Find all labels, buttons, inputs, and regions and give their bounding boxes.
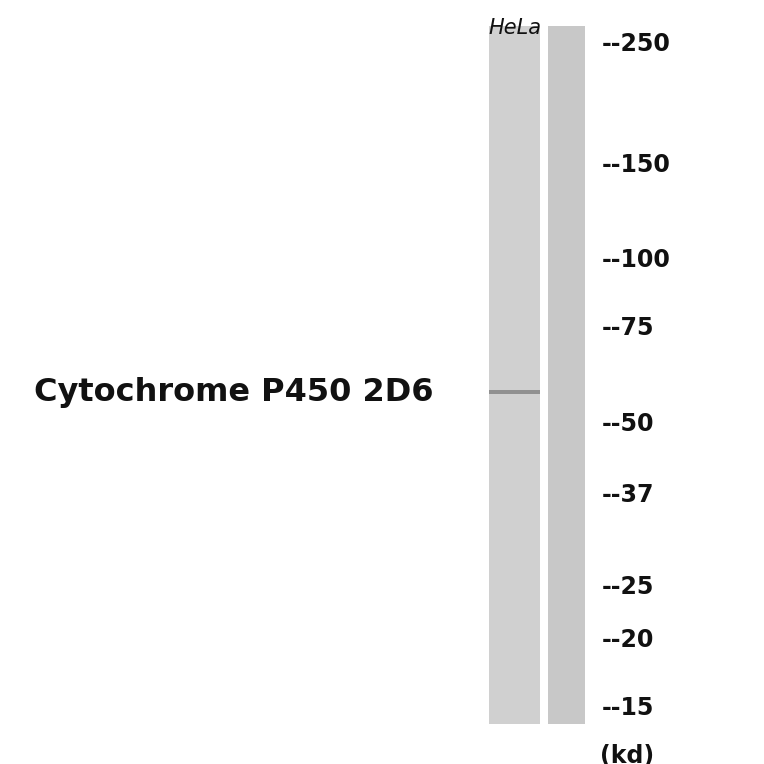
Text: --150: --150: [602, 153, 671, 176]
Text: --100: --100: [602, 248, 671, 272]
Text: --20: --20: [602, 628, 654, 652]
Text: Cytochrome P450 2D6: Cytochrome P450 2D6: [34, 377, 434, 408]
Bar: [488, 390, 540, 394]
Text: --50: --50: [602, 412, 654, 435]
Bar: [548, 26, 585, 724]
Text: --37: --37: [602, 483, 654, 507]
Text: --15: --15: [602, 696, 654, 720]
Text: HeLa: HeLa: [488, 18, 541, 38]
Text: (kd): (kd): [600, 743, 654, 764]
Bar: [488, 26, 540, 724]
Text: --250: --250: [602, 32, 671, 57]
Text: --25: --25: [602, 575, 654, 599]
Text: --75: --75: [602, 316, 654, 340]
